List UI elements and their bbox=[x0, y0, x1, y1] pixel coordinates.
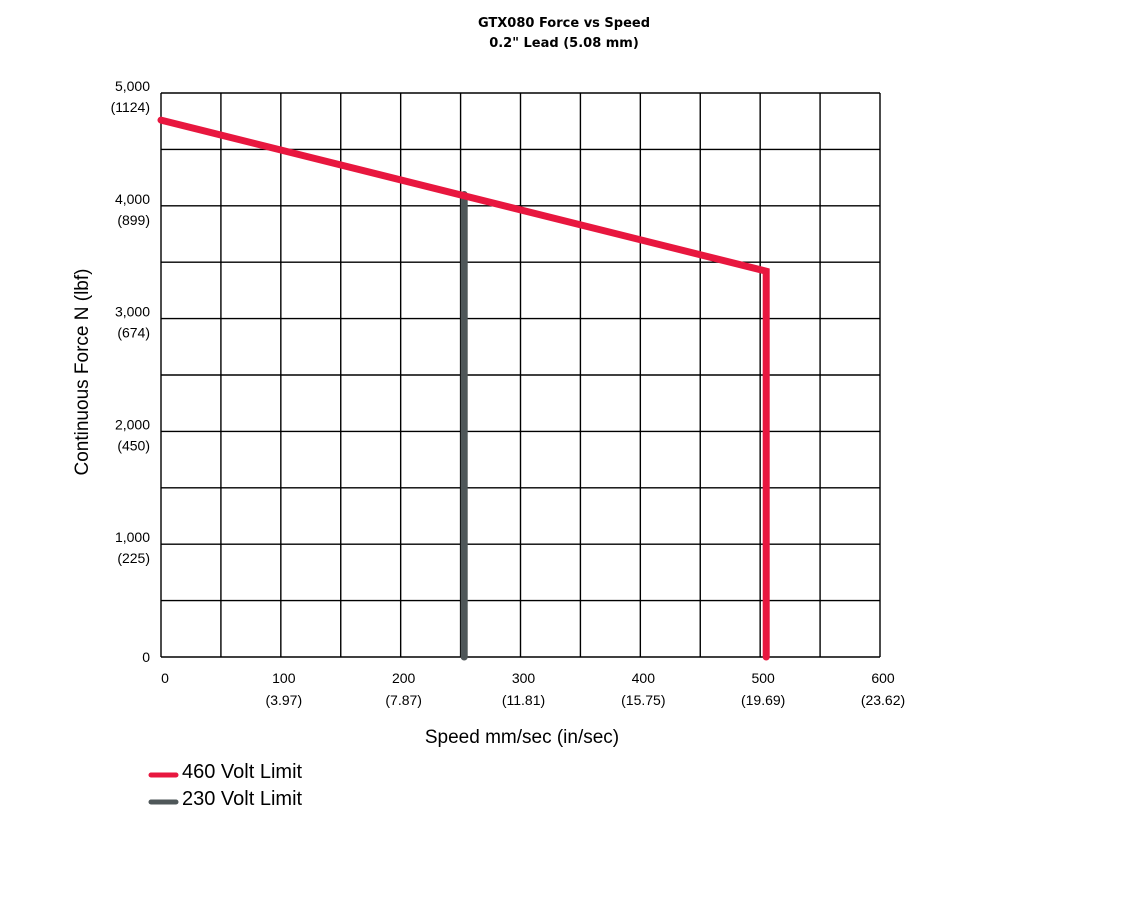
axis-ticks: 0 100 (3.97) 200 (7.87) 300 (11.81) 400 (15.75) 5… bbox=[111, 78, 906, 708]
y-tick-sublabel: (899) bbox=[117, 212, 150, 228]
x-tick-sublabel: (7.87) bbox=[385, 692, 422, 708]
y-tick-sublabel: (1124) bbox=[111, 99, 150, 115]
chart-title: GTX080 Force vs Speed bbox=[478, 16, 650, 31]
chart-subtitle: 0.2" Lead (5.08 mm) bbox=[489, 36, 639, 51]
x-axis-title: Speed mm/sec (in/sec) bbox=[425, 727, 619, 748]
legend-label: 230 Volt Limit bbox=[182, 788, 303, 810]
series-line-460-volt-limit bbox=[157, 116, 770, 661]
y-tick-sublabel: (674) bbox=[117, 325, 150, 341]
y-tick-label: 2,000 bbox=[115, 416, 150, 432]
x-tick-sublabel: (11.81) bbox=[502, 692, 545, 708]
x-tick-sublabel: (19.69) bbox=[741, 692, 785, 708]
x-tick-sublabel: (3.97) bbox=[266, 692, 303, 708]
x-tick-sublabel: (23.62) bbox=[861, 692, 905, 708]
x-tick-label: 100 bbox=[272, 670, 296, 686]
x-tick-label: 200 bbox=[392, 670, 416, 686]
x-tick-label: 300 bbox=[512, 670, 536, 686]
y-tick-label: 1,000 bbox=[115, 529, 150, 545]
y-tick-label: 4,000 bbox=[115, 191, 150, 207]
y-tick-label: 5,000 bbox=[115, 78, 150, 94]
x-tick-label: 600 bbox=[871, 670, 895, 686]
legend: 460 Volt Limit 230 Volt Limit bbox=[148, 761, 303, 810]
x-tick-label: 0 bbox=[161, 670, 169, 686]
y-tick-sublabel: (225) bbox=[117, 550, 150, 566]
y-tick-label: 0 bbox=[142, 649, 150, 665]
x-tick-label: 400 bbox=[632, 670, 656, 686]
x-tick-label: 500 bbox=[751, 670, 775, 686]
x-tick-sublabel: (15.75) bbox=[621, 692, 665, 708]
y-tick-sublabel: (450) bbox=[117, 437, 150, 453]
grid bbox=[160, 92, 881, 658]
y-tick-label: 3,000 bbox=[115, 304, 150, 320]
y-axis-title: Continuous Force N (lbf) bbox=[72, 269, 93, 476]
legend-label: 460 Volt Limit bbox=[182, 761, 303, 783]
series-lines bbox=[157, 116, 770, 661]
